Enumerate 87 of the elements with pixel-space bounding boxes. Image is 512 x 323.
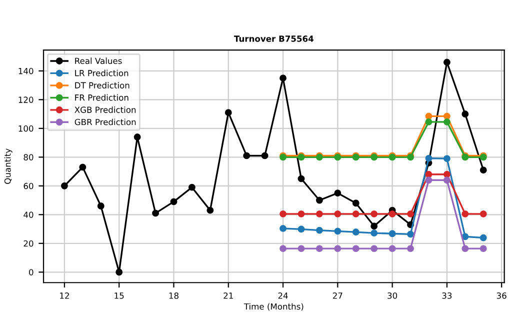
point <box>443 170 450 178</box>
point <box>152 210 160 217</box>
point <box>462 233 469 240</box>
point <box>407 230 414 238</box>
point <box>443 58 450 66</box>
x-tick-label: 21 <box>224 292 233 299</box>
point <box>298 210 305 218</box>
point <box>462 110 469 118</box>
point <box>261 152 268 160</box>
y-axis-title: Quantity <box>4 148 12 184</box>
x-tick-label: 36 <box>496 292 506 299</box>
point <box>480 234 487 242</box>
point <box>480 166 487 174</box>
point <box>243 152 250 160</box>
point <box>316 226 323 234</box>
point <box>334 245 342 252</box>
point <box>352 228 360 236</box>
point <box>188 184 196 191</box>
point <box>116 268 123 276</box>
point <box>425 112 432 120</box>
point <box>352 245 360 252</box>
point <box>334 210 342 218</box>
point <box>462 210 469 218</box>
legend-label: FR Prediction <box>75 94 128 101</box>
point <box>480 245 487 252</box>
point <box>298 226 305 233</box>
y-tick-label: 60 <box>24 182 34 190</box>
y-tick-label: 0 <box>29 269 34 276</box>
point <box>388 245 396 252</box>
point <box>134 134 141 140</box>
point <box>334 228 342 235</box>
y-tick-label: 80 <box>24 154 34 160</box>
point <box>334 190 342 197</box>
legend-label: LR Prediction <box>75 70 128 76</box>
point <box>316 210 323 218</box>
y-tick-label: 40 <box>24 212 34 218</box>
point <box>480 210 487 218</box>
point <box>316 196 323 204</box>
point <box>316 245 323 252</box>
point <box>370 222 378 230</box>
x-tick-label: 15 <box>114 292 124 299</box>
y-tick-label: 100 <box>18 125 34 132</box>
point <box>298 245 305 252</box>
point <box>443 112 450 120</box>
point <box>425 170 432 178</box>
x-tick-label: 27 <box>332 292 342 299</box>
point <box>388 210 396 218</box>
point <box>60 182 68 190</box>
point <box>170 198 178 206</box>
point <box>370 245 378 252</box>
point <box>352 210 360 218</box>
point <box>407 210 414 218</box>
chart-title: Turnover B75564 <box>234 36 314 42</box>
point <box>280 210 286 218</box>
point <box>280 74 286 82</box>
point <box>443 176 450 184</box>
legend-label: DT Prediction <box>75 82 130 88</box>
point <box>425 118 432 126</box>
point <box>280 245 286 252</box>
point <box>425 154 432 162</box>
x-tick-label: 12 <box>60 292 69 299</box>
x-tick-label: 33 <box>442 292 452 299</box>
point <box>97 202 104 210</box>
point <box>388 230 396 238</box>
point <box>370 210 378 218</box>
point <box>79 164 86 171</box>
point <box>224 109 232 116</box>
legend-label: XGB Prediction <box>74 106 136 113</box>
point <box>425 176 432 184</box>
point <box>443 155 450 162</box>
point <box>462 245 469 252</box>
legend-label: Real Values <box>75 58 122 64</box>
point <box>298 175 305 182</box>
x-tick-label: 18 <box>169 292 178 299</box>
point <box>280 224 286 232</box>
x-tick-label: 30 <box>388 292 398 299</box>
point <box>370 230 378 237</box>
point <box>352 200 360 207</box>
x-axis-title: Time (Months) <box>244 303 304 311</box>
legend-label: GBR Prediction <box>74 118 136 126</box>
y-tick-label: 20 <box>24 240 34 247</box>
x-tick-label: 24 <box>278 292 288 299</box>
y-tick-label: 140 <box>18 68 34 74</box>
y-tick-label: 120 <box>18 96 34 103</box>
point <box>206 206 214 214</box>
point <box>407 245 414 252</box>
point <box>443 118 450 126</box>
